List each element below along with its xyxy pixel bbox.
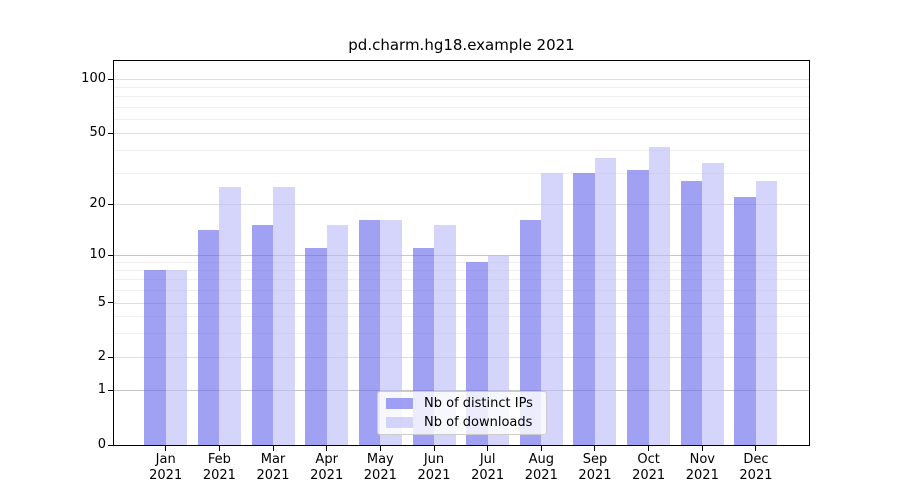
major-gridline — [114, 302, 809, 304]
bar-ips-aug — [519, 220, 542, 445]
minor-gridline — [114, 270, 809, 272]
bar-ips-dec — [734, 196, 756, 445]
legend: Nb of distinct IPs Nb of downloads — [377, 391, 547, 435]
y-tick-label: 10 — [89, 247, 106, 262]
bar-downloads-feb — [219, 186, 241, 445]
x-tick-label: Dec 2021 — [739, 452, 773, 483]
major-gridline — [114, 357, 809, 358]
minor-gridline — [114, 106, 809, 108]
bar-ips-jan — [144, 270, 166, 445]
legend-swatch-downloads — [386, 417, 413, 428]
x-tick-label: May 2021 — [363, 452, 397, 483]
bar-downloads-dec — [755, 180, 778, 445]
major-gridline — [114, 133, 809, 134]
minor-gridline — [114, 332, 809, 334]
minor-gridline — [114, 172, 809, 174]
x-tick-label: Jul 2021 — [471, 452, 505, 483]
x-axis-tick — [755, 446, 757, 451]
major-gridline — [114, 255, 809, 256]
bar-downloads-mar — [273, 186, 295, 445]
bar-downloads-jun — [434, 225, 456, 445]
x-axis-tick — [165, 446, 167, 451]
x-tick-label: Aug 2021 — [524, 452, 558, 483]
x-tick-label: Mar 2021 — [256, 452, 290, 483]
bar-ips-mar — [251, 225, 274, 445]
minor-gridline — [114, 96, 809, 98]
y-tick-label: 2 — [97, 349, 106, 364]
bar-downloads-aug — [541, 172, 563, 445]
y-axis-tick — [108, 254, 113, 256]
legend-label-downloads: Nb of downloads — [424, 414, 533, 430]
x-axis-tick — [326, 446, 328, 451]
legend-row-distinct-ips: Nb of distinct IPs — [386, 396, 538, 412]
x-axis-tick — [433, 446, 435, 451]
x-axis-tick — [594, 446, 596, 451]
minor-gridline — [114, 315, 809, 317]
x-axis-tick — [487, 446, 489, 451]
plot-area: Nb of distinct IPs Nb of downloads — [113, 60, 810, 446]
major-gridline — [114, 204, 809, 205]
x-tick-label: Jan 2021 — [149, 452, 183, 483]
minor-gridline — [114, 279, 809, 281]
x-tick-label: Apr 2021 — [310, 452, 344, 483]
x-tick-label: Oct 2021 — [632, 452, 666, 483]
x-axis-tick — [218, 446, 220, 451]
legend-swatch-distinct-ips — [386, 398, 413, 409]
y-tick-label: 50 — [89, 125, 106, 140]
bar-downloads-may — [380, 220, 402, 445]
minor-gridline — [114, 150, 809, 152]
minor-gridline — [114, 290, 809, 291]
bar-downloads-jan — [165, 270, 188, 445]
bar-downloads-nov — [702, 162, 724, 445]
x-axis-tick — [701, 446, 703, 451]
bar-ips-sep — [573, 172, 595, 445]
legend-label-distinct-ips: Nb of distinct IPs — [424, 395, 533, 411]
y-axis-tick — [108, 78, 113, 80]
bar-downloads-apr — [326, 225, 349, 445]
minor-gridline — [114, 262, 809, 264]
x-tick-label: Nov 2021 — [685, 452, 719, 483]
y-axis-tick — [108, 203, 113, 205]
y-tick-label: 1 — [97, 382, 106, 397]
x-axis-tick — [379, 446, 381, 451]
y-tick-label: 0 — [97, 437, 106, 452]
x-tick-label: Sep 2021 — [578, 452, 612, 483]
major-gridline — [114, 79, 809, 80]
minor-gridline — [114, 87, 809, 89]
bar-ips-nov — [680, 180, 703, 445]
x-tick-label: Feb 2021 — [202, 452, 236, 483]
x-tick-label: Jun 2021 — [417, 452, 451, 483]
minor-gridline — [114, 118, 809, 120]
y-axis-tick — [108, 444, 113, 446]
bar-ips-feb — [197, 230, 220, 445]
x-axis-tick — [272, 446, 274, 451]
y-axis-tick — [108, 389, 113, 391]
y-tick-label: 20 — [89, 196, 106, 211]
major-gridline — [114, 390, 809, 391]
y-axis-tick — [108, 356, 113, 358]
bar-downloads-sep — [594, 158, 617, 445]
y-axis-tick — [108, 302, 113, 303]
x-axis-tick — [540, 446, 542, 451]
x-axis-tick — [648, 446, 650, 451]
y-tick-label: 100 — [81, 71, 106, 86]
bar-ips-oct — [627, 170, 649, 445]
chart-title: pd.charm.hg18.example 2021 — [348, 36, 575, 54]
bar-ips-may — [358, 220, 381, 445]
bar-ips-apr — [305, 247, 327, 445]
y-axis-tick — [108, 132, 113, 134]
legend-row-downloads: Nb of downloads — [386, 415, 538, 431]
bar-downloads-oct — [648, 146, 671, 445]
y-tick-label: 5 — [97, 294, 106, 310]
